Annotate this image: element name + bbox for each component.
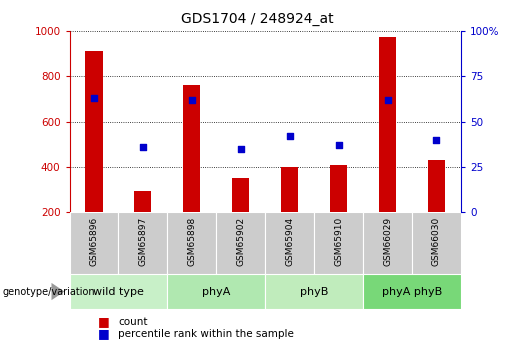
Text: phyB: phyB [300,287,329,296]
Text: phyA phyB: phyA phyB [382,287,442,296]
Text: GSM65910: GSM65910 [334,217,343,266]
Bar [314,212,363,274]
Bar [281,167,298,212]
Bar [85,51,102,212]
Polygon shape [52,283,64,300]
Point [139,144,147,150]
Text: GSM66029: GSM66029 [383,217,392,266]
Point [236,146,245,151]
Bar [363,274,461,309]
Text: GSM65898: GSM65898 [187,217,196,266]
Text: genotype/variation: genotype/variation [3,287,95,296]
Bar [167,274,265,309]
Bar [232,178,249,212]
Bar [265,212,314,274]
Bar [265,274,363,309]
Bar [428,160,445,212]
Point [335,142,343,148]
Bar [70,212,118,274]
Text: wild type: wild type [93,287,144,296]
Text: GSM65904: GSM65904 [285,217,294,266]
Point [285,133,294,139]
Text: count: count [118,317,148,327]
Text: GDS1704 / 248924_at: GDS1704 / 248924_at [181,12,334,26]
Text: percentile rank within the sample: percentile rank within the sample [118,329,295,338]
Text: ■: ■ [98,315,110,328]
Bar [216,212,265,274]
Text: phyA: phyA [202,287,231,296]
Text: GSM66030: GSM66030 [432,217,441,266]
Text: GSM65902: GSM65902 [236,217,245,266]
Bar [412,212,461,274]
Point [90,95,98,101]
Point [187,97,196,103]
Text: GSM65897: GSM65897 [139,217,147,266]
Bar [363,212,412,274]
Bar [379,37,396,212]
Text: ■: ■ [98,327,110,340]
Text: GSM65896: GSM65896 [90,217,98,266]
Bar [167,212,216,274]
Point [432,137,440,142]
Bar [134,191,151,212]
Bar [70,274,167,309]
Point [383,97,391,103]
Bar [118,212,167,274]
Bar [330,165,347,212]
Bar [183,85,200,212]
